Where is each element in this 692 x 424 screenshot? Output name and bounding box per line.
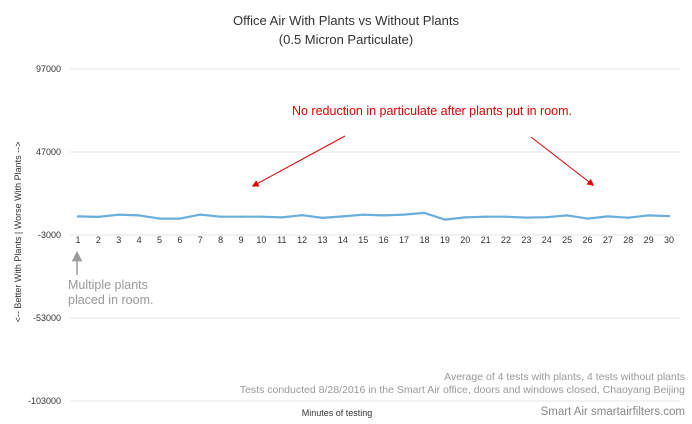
x-tick-label: 12 (297, 235, 307, 245)
x-tick-label: 17 (399, 235, 409, 245)
x-tick-label: 11 (277, 235, 286, 245)
data-point (402, 213, 406, 216)
x-tick-label: 8 (218, 235, 223, 245)
data-point (627, 216, 630, 219)
x-tick-label: 22 (501, 235, 511, 245)
x-tick-label: 6 (177, 235, 182, 245)
annotation-no-reduction: No reduction in particulate after plants… (292, 104, 572, 118)
series-line (77, 211, 670, 221)
x-tick-label: 9 (239, 235, 244, 245)
x-tick-label: 24 (542, 235, 552, 245)
data-point (443, 218, 447, 221)
data-point (97, 215, 100, 219)
data-point (239, 215, 243, 218)
data-point (321, 216, 324, 220)
x-tick-label: 30 (664, 235, 674, 245)
annotation-plants-line1: Multiple plants (68, 278, 148, 292)
x-tick-label: 28 (623, 235, 633, 245)
y-axis-title: <-- Better With Plants | Worse With Plan… (13, 142, 23, 323)
data-point (178, 217, 182, 220)
x-tick-label: 23 (521, 235, 531, 245)
data-point (158, 217, 161, 220)
data-point (341, 215, 345, 218)
y-tick-label: -3000 (38, 230, 61, 240)
x-tick-label: 4 (137, 235, 142, 245)
data-point (382, 214, 385, 217)
data-point (504, 215, 508, 218)
data-point (647, 214, 650, 217)
y-tick-label: -103000 (28, 396, 61, 406)
data-point (219, 215, 222, 218)
data-point (667, 214, 671, 218)
data-point (525, 216, 528, 219)
x-tick-label: 14 (338, 235, 348, 245)
note-test-conditions: Tests conducted 8/28/2016 in the Smart A… (240, 384, 685, 396)
annotation-plants-line2: placed in room. (68, 293, 153, 307)
data-point (423, 211, 426, 215)
x-tick-label: 5 (157, 235, 162, 245)
x-tick-label: 15 (358, 235, 368, 245)
annotation-arrow-right (530, 136, 595, 186)
credit-text: Smart Air smartairfilters.com (541, 406, 685, 418)
x-tick-label: 25 (562, 235, 572, 245)
data-point (362, 213, 365, 216)
x-tick-label: 7 (198, 235, 203, 245)
x-tick-label: 10 (256, 235, 266, 245)
data-point (545, 216, 548, 219)
x-tick-labels: 1 2 3 4 5 6 7 8 9 10 11 12 13 14 15 16 17 18 19 20 21 22 23 24 2… (75, 235, 674, 245)
data-point (586, 217, 589, 220)
x-tick-label: 19 (440, 235, 450, 245)
annotation-arrow-left (251, 135, 346, 187)
y-tick-label: 47000 (36, 147, 61, 157)
x-tick-label: 20 (460, 235, 470, 245)
x-tick-label: 29 (644, 235, 654, 245)
x-tick-label: 27 (603, 235, 613, 245)
chart-title: Office Air With Plants vs Without Plants (233, 13, 459, 28)
chart-subtitle: (0.5 Micron Particulate) (279, 32, 413, 47)
data-point (199, 213, 202, 216)
x-tick-label: 26 (582, 235, 592, 245)
x-tick-label: 3 (116, 235, 121, 245)
x-tick-label: 21 (481, 235, 491, 245)
data-point (565, 214, 569, 217)
data-point (76, 215, 80, 218)
x-tick-label: 16 (379, 235, 389, 245)
grid (70, 68, 680, 402)
data-point (280, 216, 283, 219)
data-point (606, 215, 610, 218)
data-point (137, 214, 141, 217)
data-point (260, 215, 263, 218)
data-point (484, 215, 487, 218)
data-point (117, 213, 120, 216)
x-tick-label: 13 (318, 235, 328, 245)
x-tick-label: 1 (75, 235, 80, 245)
x-tick-label: 18 (419, 235, 429, 245)
data-point (300, 214, 304, 217)
y-tick-label: 97000 (36, 64, 61, 74)
x-axis-title: Minutes of testing (302, 408, 373, 418)
x-tick-label: 2 (96, 235, 101, 245)
note-averages: Average of 4 tests with plants, 4 tests … (444, 371, 685, 383)
data-point (464, 216, 467, 219)
y-tick-label: -53000 (33, 313, 61, 323)
series-layer (76, 211, 671, 221)
y-tick-labels: 97000 47000 -3000 -53000 -103000 (28, 64, 61, 406)
